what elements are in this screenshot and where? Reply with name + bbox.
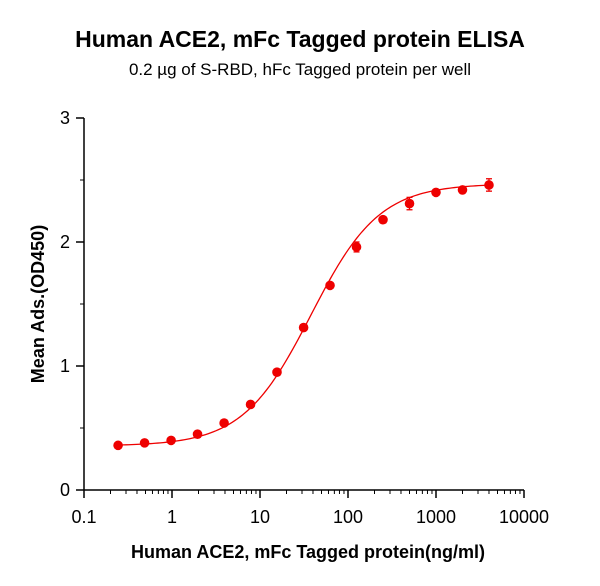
x-tick-label: 1 xyxy=(167,507,177,527)
x-ticks: 0.1 1 10 100 1000 10000 xyxy=(71,490,549,527)
x-tick-label: 1000 xyxy=(416,507,456,527)
x-axis-title: Human ACE2, mFc Tagged protein(ng/ml) xyxy=(131,542,485,562)
fit-curve-layer xyxy=(118,184,490,446)
fit-curve xyxy=(118,184,490,446)
data-point xyxy=(378,214,388,225)
data-point xyxy=(298,322,309,333)
y-axis-title: Mean Ads.(OD450) xyxy=(28,225,48,383)
y-tick-label: 1 xyxy=(60,356,70,376)
y-tick-label: 0 xyxy=(60,480,70,500)
data-points-layer xyxy=(113,178,494,451)
y-ticks: 0 1 2 3 xyxy=(60,108,84,500)
data-point xyxy=(192,429,203,440)
data-point xyxy=(139,438,150,448)
data-point xyxy=(325,280,335,291)
x-tick-label: 100 xyxy=(333,507,363,527)
y-tick-label: 2 xyxy=(60,232,70,252)
data-point xyxy=(351,242,362,252)
data-point xyxy=(166,435,176,446)
data-point xyxy=(113,440,123,451)
x-tick-label: 0.1 xyxy=(71,507,96,527)
data-point xyxy=(431,187,441,198)
x-tick-label: 10 xyxy=(250,507,270,527)
data-point xyxy=(219,418,229,428)
data-point xyxy=(404,198,415,209)
data-point xyxy=(245,399,256,410)
chart-title: Human ACE2, mFc Tagged protein ELISA xyxy=(75,26,525,52)
data-point xyxy=(272,367,282,378)
chart-subtitle: 0.2 µg of S-RBD, hFc Tagged protein per … xyxy=(128,60,472,79)
data-point xyxy=(484,180,494,190)
axes xyxy=(83,118,524,491)
x-tick-label: 10000 xyxy=(499,507,549,527)
y-tick-label: 3 xyxy=(60,108,70,128)
data-point xyxy=(457,185,468,195)
